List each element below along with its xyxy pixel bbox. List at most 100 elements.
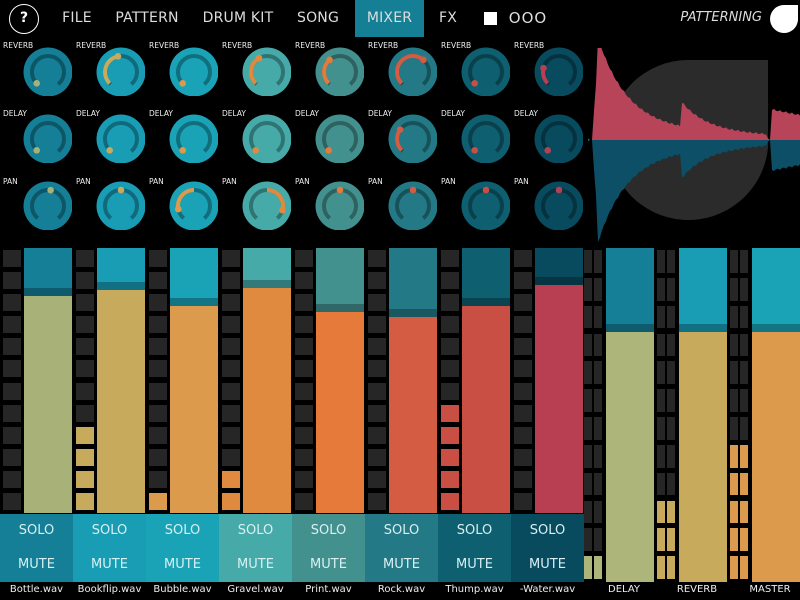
mute-button[interactable]: MUTE (164, 557, 201, 572)
solo-mute-panel (73, 514, 146, 582)
fader-handle[interactable] (606, 323, 654, 332)
solo-button[interactable]: SOLO (310, 523, 347, 538)
channel-meter-segment (3, 250, 21, 268)
fader-level-fill (389, 316, 437, 513)
mute-button[interactable]: MUTE (383, 557, 420, 572)
reverb-knob[interactable] (387, 46, 437, 96)
delay-knob[interactable] (22, 113, 72, 163)
pan-knob[interactable] (22, 180, 72, 230)
delay-knob[interactable] (314, 113, 364, 163)
mute-button[interactable]: MUTE (18, 557, 55, 572)
channel-meter-segment (76, 294, 94, 312)
knob-value-arc (103, 54, 119, 85)
fader-handle[interactable] (243, 279, 291, 288)
tab-song[interactable]: SONG (296, 10, 340, 26)
mute-button[interactable]: MUTE (91, 557, 128, 572)
channel-volume-fader[interactable] (389, 248, 437, 513)
pan-knob[interactable] (387, 180, 437, 230)
knob-indicator-dot (33, 147, 40, 154)
mute-button[interactable]: MUTE (310, 557, 347, 572)
pan-knob[interactable] (168, 180, 218, 230)
channel-meter-segment (3, 492, 21, 510)
delay-volume-fader[interactable] (606, 248, 654, 582)
pan-knob[interactable] (241, 180, 291, 230)
solo-button[interactable]: SOLO (383, 523, 420, 538)
pan-knob[interactable] (460, 180, 510, 230)
fader-handle[interactable] (752, 323, 800, 332)
channel-meter-segment (514, 426, 532, 444)
delay-label: DELAY (368, 109, 392, 118)
mute-button[interactable]: MUTE (456, 557, 493, 572)
tab-fx[interactable]: FX (438, 10, 458, 26)
reverb-knob[interactable] (95, 46, 145, 96)
delay-knob[interactable] (387, 113, 437, 163)
tab-drum-kit[interactable]: DRUM KIT (202, 10, 274, 26)
channel-meter-segment (368, 316, 386, 334)
waveform-bottom (588, 140, 800, 242)
solo-button[interactable]: SOLO (18, 523, 55, 538)
solo-button[interactable]: SOLO (456, 523, 493, 538)
channel-name: Bubble.wav (153, 584, 212, 595)
fader-handle[interactable] (462, 298, 510, 307)
channel-volume-fader[interactable] (462, 248, 510, 513)
reverb-knob[interactable] (22, 46, 72, 96)
tab-file[interactable]: FILE (62, 10, 92, 26)
solo-button[interactable]: SOLO (164, 523, 201, 538)
fader-handle[interactable] (170, 298, 218, 307)
channel-meter-segment (149, 316, 167, 334)
reverb-knob[interactable] (460, 46, 510, 96)
reverb-knob[interactable] (168, 46, 218, 96)
delay-knob[interactable] (460, 113, 510, 163)
channel-volume-fader[interactable] (316, 248, 364, 513)
solo-button[interactable]: SOLO (91, 523, 128, 538)
reverb-meter-segment (667, 305, 675, 329)
delay-knob[interactable] (533, 113, 583, 163)
fader-handle[interactable] (535, 277, 583, 286)
master-volume-fader[interactable] (752, 248, 800, 582)
mute-button[interactable]: MUTE (529, 557, 566, 572)
reverb-volume-fader[interactable] (679, 248, 727, 582)
stop-square-icon[interactable] (484, 12, 497, 25)
delay-meter-segment (594, 361, 602, 385)
channel-volume-fader[interactable] (535, 248, 583, 513)
reverb-label: REVERB (295, 41, 326, 50)
channel-volume-fader[interactable] (243, 248, 291, 513)
channel-meter-segment (222, 360, 240, 378)
reverb-knob[interactable] (533, 46, 583, 96)
pan-knob[interactable] (533, 180, 583, 230)
channel-volume-fader[interactable] (24, 248, 72, 513)
channel-meter-segment (441, 338, 459, 356)
channel-meter-segment (514, 382, 532, 400)
channel-name: -Water.wav (519, 584, 576, 595)
tab-pattern[interactable]: PATTERN (115, 10, 179, 26)
channel-volume-fader[interactable] (97, 248, 145, 513)
channel-name: Gravel.wav (227, 584, 284, 595)
pan-knob[interactable] (314, 180, 364, 230)
fader-handle[interactable] (316, 303, 364, 312)
mute-button[interactable]: MUTE (237, 557, 274, 572)
reverb-meter-segment (667, 361, 675, 385)
delay-meter-segment (584, 417, 592, 440)
pan-knob[interactable] (95, 180, 145, 230)
solo-button[interactable]: SOLO (529, 523, 566, 538)
fader-handle[interactable] (97, 282, 145, 291)
delay-meter-segment (584, 333, 592, 357)
delay-knob[interactable] (95, 113, 145, 163)
knob-body (23, 181, 72, 230)
fader-handle[interactable] (389, 308, 437, 317)
reverb-knob[interactable] (241, 46, 291, 96)
solo-button[interactable]: SOLO (237, 523, 274, 538)
master-meter-segment (740, 444, 748, 468)
delay-knob[interactable] (168, 113, 218, 163)
master-meter-segment (730, 556, 738, 579)
fader-handle[interactable] (24, 287, 72, 296)
fader-handle[interactable] (679, 323, 727, 332)
delay-knob[interactable] (241, 113, 291, 163)
tab-mixer[interactable]: MIXER (355, 0, 424, 37)
reverb-meter-segment (657, 444, 665, 468)
help-button[interactable]: ? (9, 4, 39, 34)
more-button[interactable]: OOO (508, 9, 548, 27)
channel-volume-fader[interactable] (170, 248, 218, 513)
master-meter-segment (740, 528, 748, 552)
reverb-knob[interactable] (314, 46, 364, 96)
